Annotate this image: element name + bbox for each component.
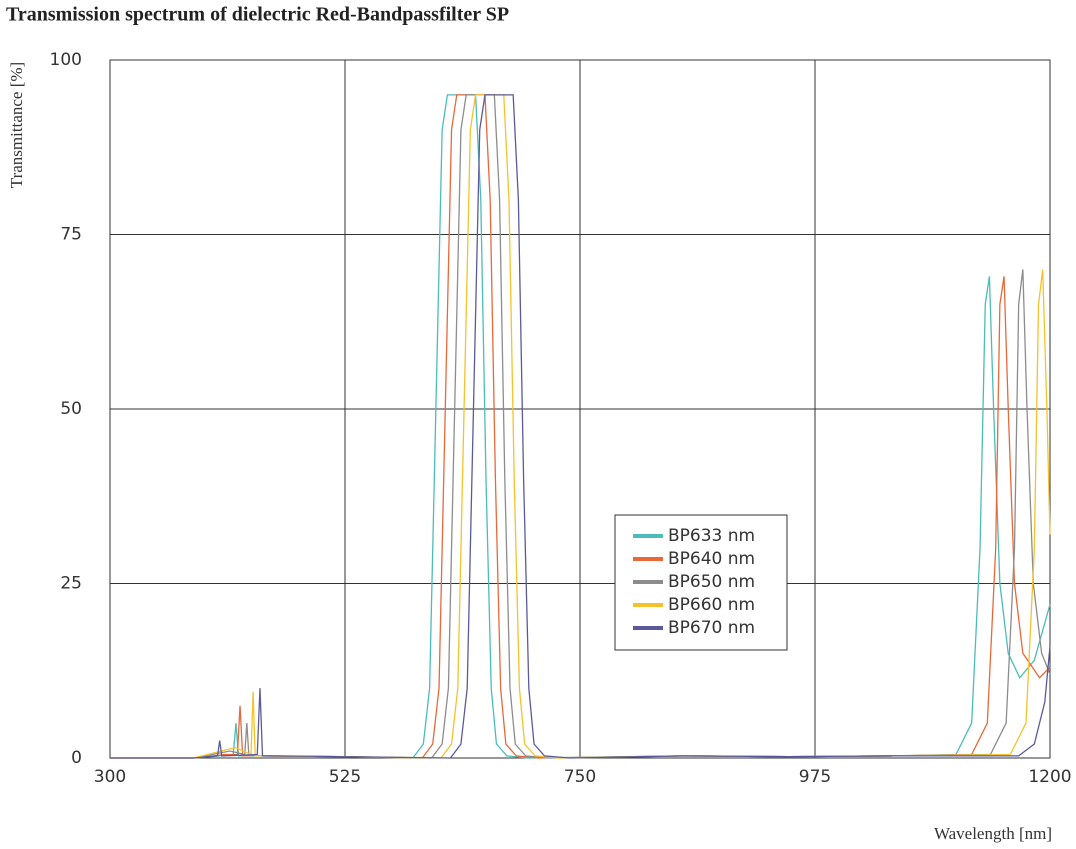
series-line bbox=[110, 94, 1051, 759]
y-tick-label: 100 bbox=[50, 50, 82, 70]
x-tick-label: 975 bbox=[799, 767, 831, 787]
x-axis-label: Wavelength [nm] bbox=[934, 824, 1052, 843]
x-tick-label: 300 bbox=[94, 767, 126, 787]
y-tick-label: 25 bbox=[60, 574, 82, 594]
y-tick-label: 0 bbox=[71, 748, 82, 768]
legend-label: BP633 nm bbox=[668, 526, 755, 546]
x-tick-label: 1200 bbox=[1028, 767, 1071, 787]
y-axis-label: Transmittance [%] bbox=[7, 62, 26, 188]
y-tick-label: 75 bbox=[60, 225, 82, 245]
y-tick-label: 50 bbox=[60, 399, 82, 419]
series-line bbox=[110, 94, 1051, 759]
legend-label: BP640 nm bbox=[668, 549, 755, 569]
legend-label: BP650 nm bbox=[668, 572, 755, 592]
legend-label: BP660 nm bbox=[668, 595, 755, 615]
x-tick-label: 525 bbox=[329, 767, 361, 787]
chart-title: Transmission spectrum of dielectric Red-… bbox=[6, 4, 509, 26]
x-tick-label: 750 bbox=[564, 767, 596, 787]
legend-label: BP670 nm bbox=[668, 618, 755, 638]
series-line bbox=[110, 94, 1051, 759]
